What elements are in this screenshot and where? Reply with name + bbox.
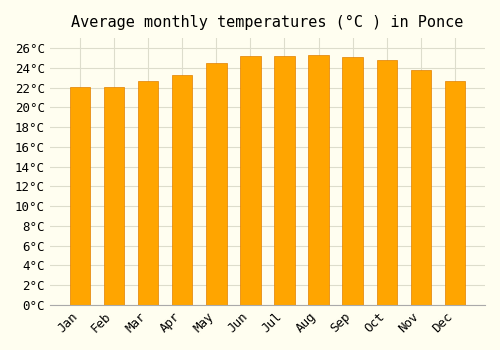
Bar: [172, 75, 193, 305]
Bar: [70, 86, 90, 305]
Bar: [342, 57, 363, 305]
Bar: [138, 80, 158, 305]
Bar: [410, 70, 431, 305]
Bar: [240, 56, 260, 305]
Bar: [104, 86, 124, 305]
Title: Average monthly temperatures (°C ) in Ponce: Average monthly temperatures (°C ) in Po…: [71, 15, 464, 30]
Bar: [445, 80, 465, 305]
Bar: [376, 60, 397, 305]
Bar: [274, 56, 294, 305]
Bar: [206, 63, 227, 305]
Bar: [308, 55, 329, 305]
